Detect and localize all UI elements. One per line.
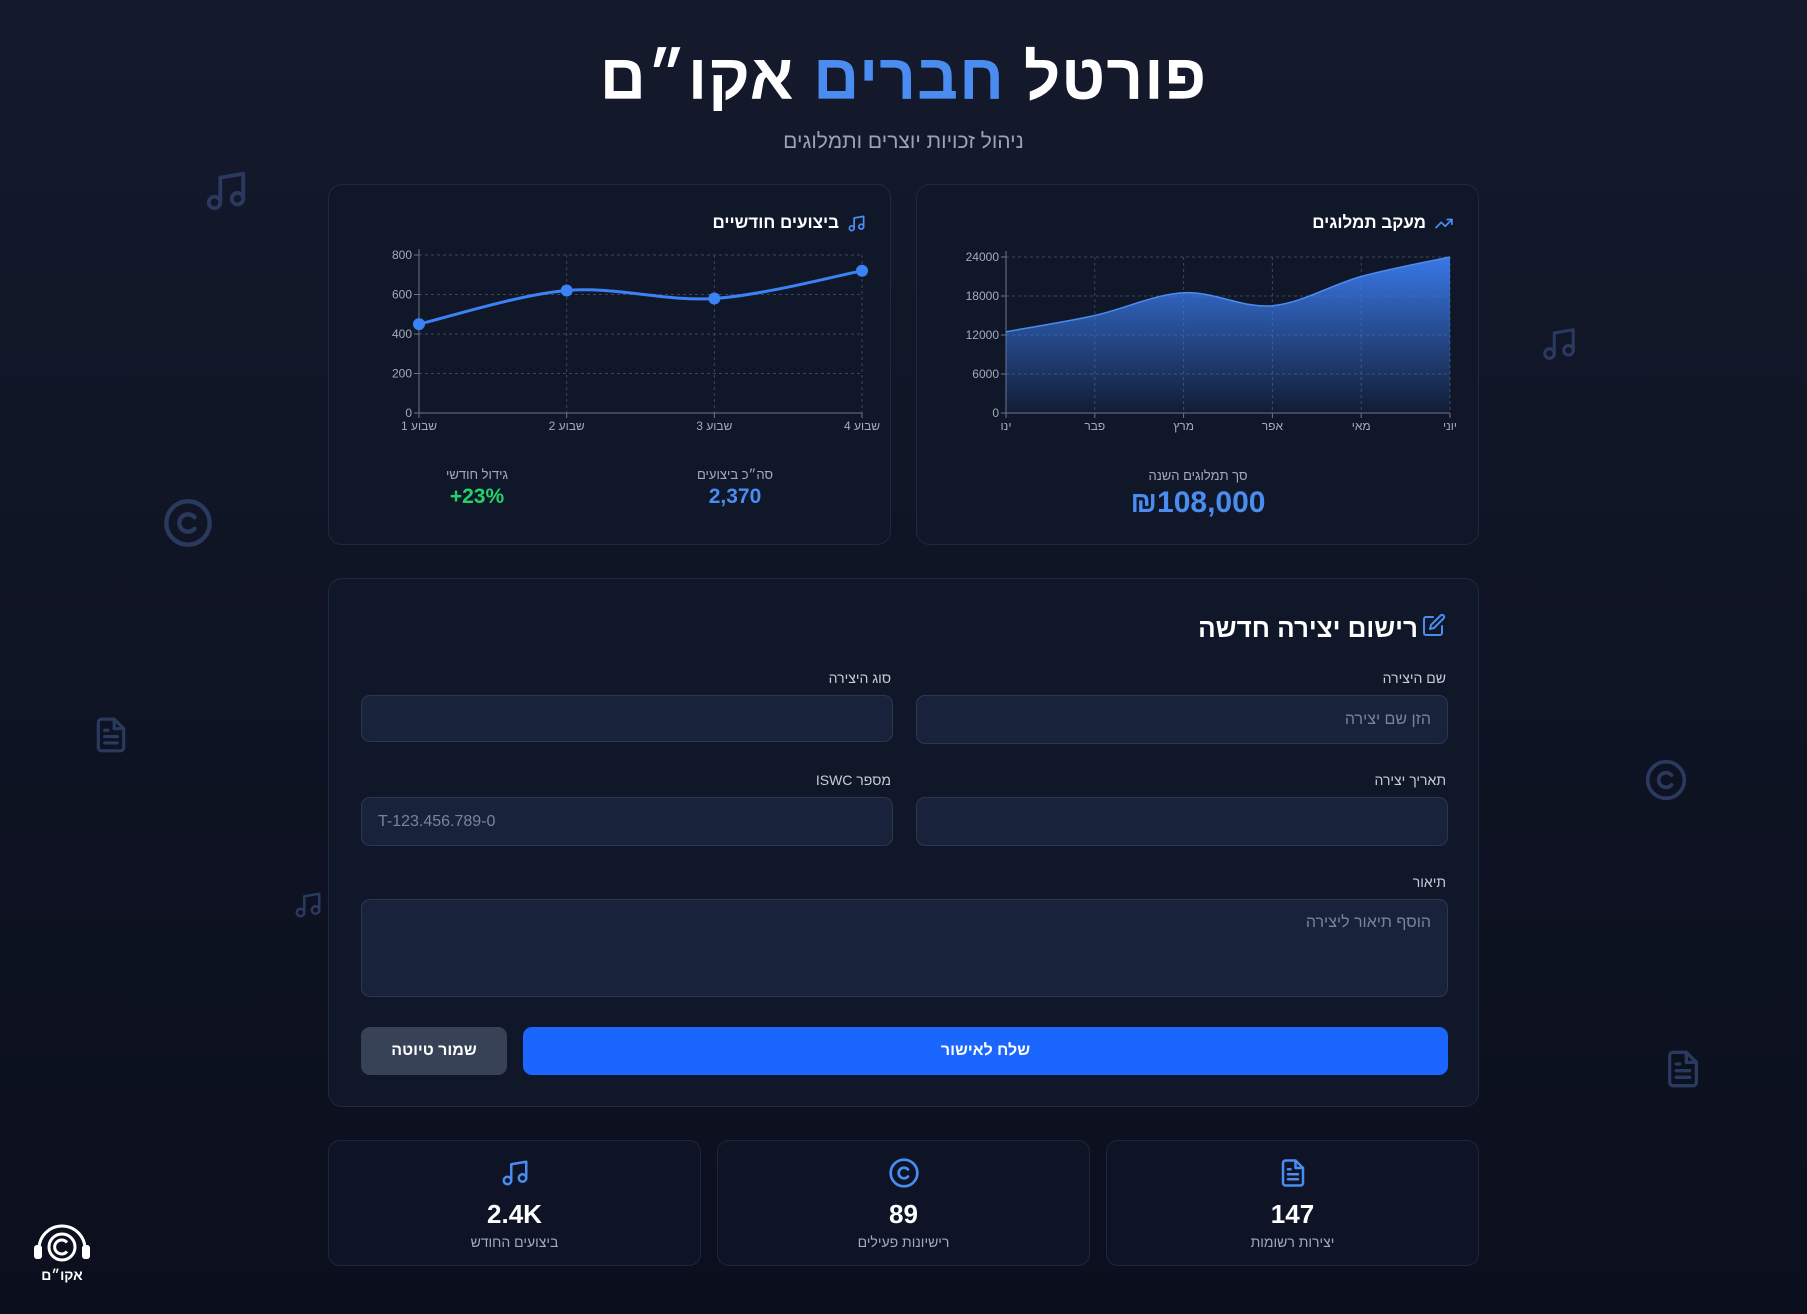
page-subtitle: ניהול זכויות יוצרים ותמלוגים	[783, 130, 1024, 153]
performances-card: ביצועים חודשיים 0 200 400 600 800 שבוע 1 שבוע …	[328, 184, 891, 545]
total-performances-stat: סה״כ ביצועים 2,370	[675, 467, 795, 509]
y-tick-label: 6000	[972, 367, 999, 381]
x-tick-label: ינו	[1001, 419, 1012, 433]
background-music-note-icon	[293, 890, 323, 920]
background-copyright-icon	[1644, 758, 1688, 802]
monthly-performances-label: ביצועים החודש	[470, 1234, 559, 1250]
data-point	[413, 318, 425, 331]
iswc-label: מספר ISWC	[815, 772, 891, 788]
trending-up-icon	[1434, 214, 1454, 233]
monthly-growth-label: גידול חודשי	[446, 467, 508, 482]
royalties-card: מעקב תמלוגים 0 6000 12000 18000 24000 ינו פבר מ…	[916, 184, 1479, 545]
creation-date-label: תאריך יצירה	[1374, 772, 1446, 788]
x-tick-label: שבוע 4	[844, 419, 880, 433]
royalties-area-chart: 0 6000 12000 18000 24000 ינו פבר מרץ אפר מאי יוני	[966, 250, 1457, 433]
x-tick-label: שבוע 1	[401, 419, 437, 433]
iswc-input[interactable]	[361, 797, 893, 846]
x-tick-label: שבוע 2	[549, 419, 585, 433]
x-tick-label: מרץ	[1173, 419, 1194, 433]
background-music-note-icon	[1540, 324, 1578, 364]
performances-card-title: ביצועים חודשיים	[712, 213, 866, 233]
monthly-performances-stat-card: 2.4K ביצועים החודש	[328, 1140, 701, 1266]
registered-works-stat-card: 147 יצירות רשומות	[1106, 1140, 1479, 1266]
royalties-total-stat: סך תמלוגים השנה ₪108,000	[1098, 468, 1298, 520]
performances-line-chart: 0 200 400 600 800 שבוע 1 שבוע 2 שבוע 3 שבוע 4	[392, 248, 880, 433]
title-part-members: חברים	[813, 41, 1005, 113]
creation-date-input[interactable]	[916, 797, 1448, 846]
x-tick-label: מאי	[1352, 419, 1371, 433]
title-part-acum: אקו״ם	[599, 41, 795, 113]
background-music-note-icon	[203, 166, 249, 216]
royalties-card-title-text: מעקב תמלוגים	[1312, 213, 1426, 232]
y-tick-label: 12000	[966, 328, 1000, 342]
form-title: רישום יצירה חדשה	[1198, 613, 1446, 644]
registered-works-value: 147	[1270, 1199, 1315, 1229]
description-label: תיאור	[1412, 874, 1446, 890]
royalties-total-label: סך תמלוגים השנה	[1148, 468, 1248, 483]
royalties-line	[1005, 256, 1451, 333]
work-name-label: שם היצירה	[1382, 670, 1446, 686]
x-tick-label: יוני	[1443, 419, 1457, 433]
monthly-performances-value: 2.4K	[487, 1199, 542, 1229]
y-tick-label: 600	[392, 288, 412, 302]
data-point	[856, 264, 868, 277]
title-part-portal: פורטל	[1023, 41, 1208, 113]
description-textarea[interactable]	[361, 899, 1448, 997]
edit-icon	[1422, 613, 1446, 644]
background-document-icon	[1663, 1047, 1703, 1091]
x-tick-label: אפר	[1262, 419, 1284, 433]
save-draft-button[interactable]: שמור טיוטה	[361, 1027, 507, 1075]
page-title: פורטל חברים אקו״ם	[0, 40, 1807, 114]
royalties-total-value: ₪108,000	[1130, 486, 1266, 519]
y-tick-label: 400	[392, 327, 412, 341]
work-type-label: סוג היצירה	[828, 670, 891, 686]
copyright-icon	[718, 1157, 1089, 1189]
total-performances-label: סה״כ ביצועים	[696, 467, 774, 482]
background-copyright-icon	[162, 497, 214, 549]
headphones-copyright-icon	[28, 1215, 96, 1265]
active-licenses-value: 89	[889, 1199, 918, 1229]
work-type-input[interactable]	[361, 695, 893, 742]
active-licenses-stat-card: 89 רישיונות פעילים	[717, 1140, 1090, 1266]
background-document-icon	[92, 714, 130, 756]
performances-line	[418, 269, 863, 326]
logo-text: אקו״ם	[41, 1267, 83, 1283]
royalties-area	[1006, 257, 1450, 413]
y-tick-label: 18000	[966, 289, 1000, 303]
y-tick-label: 0	[992, 406, 999, 420]
submit-for-approval-button[interactable]: שלח לאישור	[523, 1027, 1448, 1075]
monthly-growth-value: +23%	[449, 485, 505, 508]
music-note-icon	[847, 214, 866, 233]
y-tick-label: 0	[405, 406, 412, 420]
registered-works-label: יצירות רשומות	[1250, 1234, 1335, 1250]
data-point	[708, 292, 721, 305]
document-icon	[1107, 1157, 1478, 1189]
work-name-input[interactable]	[916, 695, 1448, 744]
active-licenses-label: רישיונות פעילים	[857, 1234, 950, 1250]
performances-card-title-text: ביצועים חודשיים	[712, 213, 839, 232]
y-tick-label: 24000	[966, 250, 1000, 264]
royalties-card-title: מעקב תמלוגים	[1312, 213, 1454, 233]
x-tick-label: שבוע 3	[696, 419, 732, 433]
data-point	[560, 284, 573, 297]
registration-form-card: רישום יצירה חדשה שם היצירה סוג היצירה תא…	[328, 578, 1479, 1107]
acum-logo[interactable]: אקו״ם	[28, 1215, 96, 1283]
total-performances-value: 2,370	[708, 485, 762, 508]
y-tick-label: 200	[392, 367, 412, 381]
form-title-text: רישום יצירה חדשה	[1198, 613, 1418, 643]
page-header: פורטל חברים אקו״ם ניהול זכויות יוצרים ות…	[0, 40, 1807, 154]
music-note-icon	[329, 1157, 700, 1189]
y-tick-label: 800	[392, 248, 412, 262]
x-tick-label: פבר	[1084, 419, 1105, 433]
monthly-growth-stat: גידול חודשי +23%	[417, 467, 537, 509]
